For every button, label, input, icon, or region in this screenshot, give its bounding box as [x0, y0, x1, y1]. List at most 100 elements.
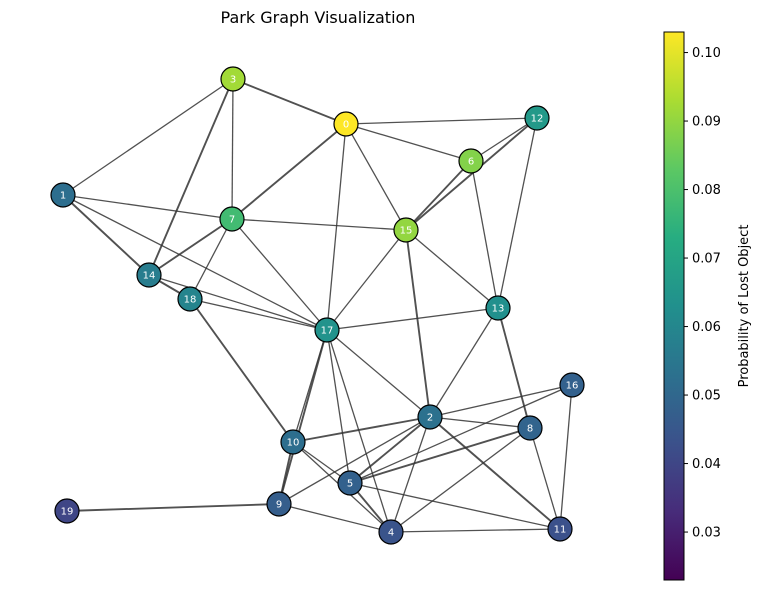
- node-circle: [458, 148, 484, 174]
- node-label: 16: [566, 381, 579, 392]
- edge-16-11: [559, 384, 573, 530]
- node-18: 18: [177, 286, 203, 312]
- edge-0-12: [345, 117, 538, 125]
- node-label: 13: [492, 304, 505, 315]
- node-circle: [220, 66, 246, 92]
- colorbar-gradient: [664, 32, 684, 580]
- edge-18-10: [189, 298, 294, 443]
- edge-16-5: [349, 384, 573, 484]
- node-circle: [417, 404, 443, 430]
- edge-2-4: [390, 416, 431, 533]
- edge-3-7: [231, 78, 234, 220]
- node-circle: [54, 498, 80, 524]
- edge-3-1: [62, 78, 234, 196]
- edge-2-9: [278, 416, 431, 505]
- edge-6-13: [470, 160, 499, 309]
- node-circle: [485, 295, 511, 321]
- node-label: 1: [60, 191, 66, 202]
- node-label: 7: [229, 215, 235, 226]
- edge-12-13: [497, 117, 538, 309]
- edge-0-15: [345, 123, 407, 231]
- edge-14-17: [148, 274, 328, 331]
- colorbar-tick-label: 0.03: [692, 526, 721, 541]
- node-label: 14: [143, 271, 156, 282]
- colorbar-tick-label: 0.06: [692, 320, 721, 335]
- edge-2-5: [349, 416, 431, 484]
- edge-13-8: [497, 307, 531, 429]
- edge-15-17: [326, 229, 407, 331]
- node-1: 1: [50, 182, 76, 208]
- colorbar: 0.03 0.04 0.05 0.06 0.07 0.08 0.09 0.10 Probabi…: [663, 31, 752, 581]
- node-0: 0: [333, 111, 359, 137]
- colorbar-frame: [663, 31, 685, 581]
- edge-2-8: [429, 416, 531, 429]
- node-label: 15: [400, 226, 413, 237]
- edge-12-6: [470, 117, 538, 162]
- edge-0-17: [326, 123, 347, 331]
- edge-5-11: [349, 482, 561, 530]
- edge-15-2: [405, 229, 431, 418]
- node-circle: [314, 317, 340, 343]
- node-circle: [266, 491, 292, 517]
- node-label: 11: [554, 525, 567, 536]
- edge-0-7: [231, 123, 347, 220]
- edge-13-2: [429, 307, 499, 418]
- node-label: 9: [276, 500, 282, 511]
- node-circle: [219, 206, 245, 232]
- colorbar-ticks: 0.03 0.04 0.05 0.06 0.07 0.08 0.09 0.10: [684, 46, 721, 541]
- node-19: 19: [54, 498, 80, 524]
- node-7: 7: [219, 206, 245, 232]
- node-label: 12: [531, 114, 544, 125]
- edge-7-17: [231, 218, 328, 331]
- node-9: 9: [266, 491, 292, 517]
- colorbar-tick-label: 0.09: [692, 115, 721, 130]
- node-circle: [136, 262, 162, 288]
- edge-7-15: [231, 218, 407, 231]
- node-circle: [517, 415, 543, 441]
- edge-12-15: [405, 117, 538, 231]
- node-2: 2: [417, 404, 443, 430]
- colorbar-tick-label: 0.10: [692, 46, 721, 61]
- node-circle: [547, 516, 573, 542]
- edge-3-14: [148, 78, 234, 276]
- node-circle: [524, 105, 550, 131]
- edge-2-11: [429, 416, 561, 530]
- edge-1-17: [62, 194, 328, 331]
- colorbar-label: Probability of Lost Object: [737, 225, 752, 388]
- edge-9-19: [66, 503, 280, 512]
- node-label: 4: [388, 528, 394, 539]
- node-circle: [393, 217, 419, 243]
- node-label: 6: [468, 157, 474, 168]
- node-10: 10: [280, 429, 306, 455]
- node-circle: [337, 470, 363, 496]
- node-label: 3: [230, 75, 236, 86]
- node-17: 17: [314, 317, 340, 343]
- node-label: 19: [61, 507, 74, 518]
- colorbar-tick-label: 0.08: [692, 183, 721, 198]
- node-circle: [177, 286, 203, 312]
- node-5: 5: [337, 470, 363, 496]
- edge-7-14: [148, 218, 233, 276]
- colorbar-tick-label: 0.05: [692, 389, 721, 404]
- node-4: 4: [378, 519, 404, 545]
- edge-4-11: [390, 528, 561, 533]
- edges-group: [62, 78, 573, 533]
- edge-7-18: [189, 218, 233, 300]
- edge-1-14: [62, 194, 150, 276]
- edge-2-16: [429, 384, 573, 418]
- node-label: 17: [321, 326, 334, 337]
- node-circle: [378, 519, 404, 545]
- node-11: 11: [547, 516, 573, 542]
- colorbar-tick-label: 0.04: [692, 457, 721, 472]
- node-15: 15: [393, 217, 419, 243]
- edge-18-17: [189, 298, 328, 331]
- edge-3-0: [232, 78, 347, 125]
- node-label: 5: [347, 479, 353, 490]
- node-circle: [280, 429, 306, 455]
- edge-0-6: [345, 123, 472, 162]
- edge-8-11: [529, 427, 561, 530]
- edge-8-5: [349, 427, 531, 484]
- colorbar-tick-label: 0.07: [692, 252, 721, 267]
